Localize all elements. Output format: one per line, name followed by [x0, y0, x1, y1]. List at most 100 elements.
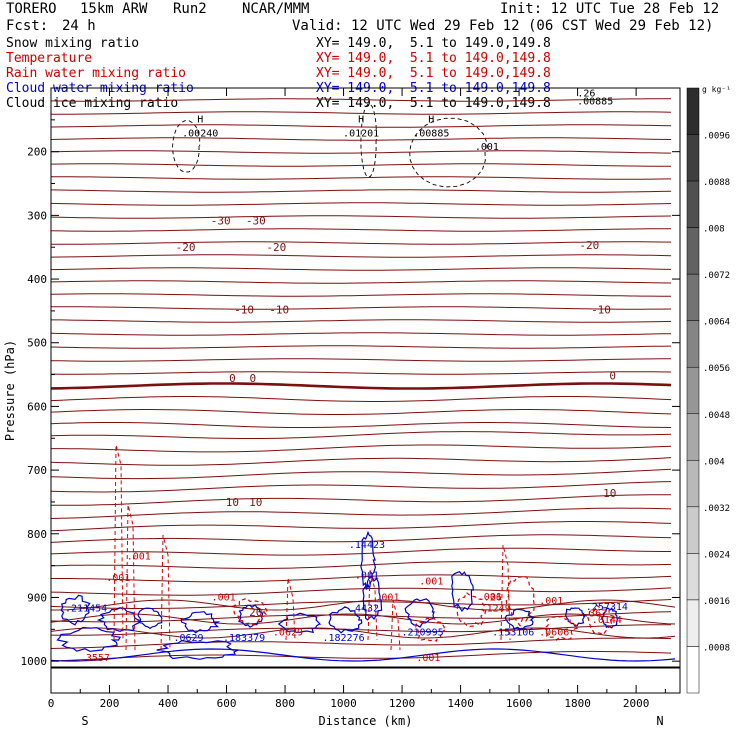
rain-contour — [542, 615, 578, 641]
rain-contour — [367, 569, 378, 641]
isotherm-line — [50, 587, 672, 596]
isotherm-line — [50, 637, 672, 649]
isotherm-line — [50, 396, 672, 402]
ice-max-marker: H — [197, 114, 203, 125]
cloud-water-label: .14423 — [349, 540, 385, 551]
colorbar-label: .0096 — [703, 132, 730, 142]
cloud-water-label: .257314 — [586, 602, 628, 613]
ice-label: .00885 — [577, 97, 613, 108]
isotherm-line — [50, 611, 672, 623]
rain-water-contours — [113, 444, 617, 651]
legend-snow: Snow mixing ratio — [6, 36, 140, 51]
temperature-label: -10 — [269, 303, 289, 316]
y-tick-label: 800 — [27, 528, 47, 541]
legend-cloud-ice-xy: XY= 149.0, 5.1 to 149.0,149.8 — [316, 96, 551, 111]
cloud-water-contours — [50, 530, 676, 662]
temperature-label: 0 — [229, 372, 236, 385]
ice-max-marker: H — [358, 114, 364, 125]
colorbar-label: .0072 — [703, 271, 730, 281]
x-tick-label: 1200 — [389, 697, 416, 710]
ice-max-value: .00885 — [413, 128, 449, 139]
rain-label: .001 — [106, 573, 130, 584]
isotherm-line — [51, 574, 672, 583]
colorbar-bin — [686, 646, 700, 694]
init-time: Init: 12 UTC Tue 28 Feb 12 — [500, 1, 720, 17]
temperature-label: 0 — [609, 370, 616, 383]
colorbar-bin — [686, 366, 700, 415]
cloud-water-contour — [50, 648, 676, 662]
rain-contour — [415, 617, 448, 642]
isotherm-line — [50, 481, 672, 493]
ice-max-value: .00240 — [182, 128, 218, 139]
isotherm-line — [50, 624, 671, 636]
isotherm-line — [50, 547, 671, 556]
cloud-water-contour — [328, 606, 363, 634]
cloud-water-contour — [600, 607, 620, 629]
isotherm-line — [50, 457, 672, 466]
isotherm-line — [50, 627, 676, 639]
temperature-label: 10 — [226, 496, 239, 509]
x-tick-label: 800 — [275, 697, 295, 710]
y-tick-label: 1000 — [21, 655, 48, 668]
rain-contour — [587, 604, 617, 636]
x-tick-label: 1000 — [330, 697, 357, 710]
cloud-water-contour — [451, 570, 475, 613]
model-resolution: 15km ARW — [80, 1, 148, 17]
colorbar-bin — [686, 553, 700, 601]
cloud-water-label: .182276 — [322, 633, 364, 644]
colorbar-label: .0088 — [703, 178, 730, 188]
rain-contour — [500, 544, 511, 641]
colorbar-label: .0048 — [703, 411, 730, 421]
y-axis-label: Pressure (hPa) — [3, 340, 17, 441]
isotherm-line — [50, 332, 672, 336]
isotherm-line — [50, 267, 672, 271]
isotherm-line — [50, 382, 672, 390]
colorbar: .0096 .0088 .008 .0072 .0064 .0056 .0048 .004 .0… — [686, 85, 731, 694]
colorbar-unit: g kg⁻¹ — [702, 85, 731, 94]
isotherm-line — [50, 215, 672, 219]
isotherm-line — [50, 202, 672, 206]
forecast-label: Fcst: — [6, 18, 49, 34]
x-tick-label: 1600 — [506, 697, 533, 710]
rain-contour — [285, 577, 296, 641]
ice-label: .26 — [577, 88, 595, 99]
rain-label: .001 — [478, 592, 502, 603]
cloud-water-contour — [56, 626, 122, 652]
isotherm-line — [51, 241, 672, 245]
x-axis-label: Distance (km) — [319, 714, 413, 728]
temperature-label: 20 — [249, 606, 262, 619]
legend-rain-xy: XY= 149.0, 5.1 to 149.0,149.8 — [316, 66, 551, 81]
cloud-water-contour — [180, 611, 221, 634]
rain-contour — [390, 599, 401, 651]
colorbar-label: .0016 — [703, 597, 730, 607]
x-tick-label: 2000 — [623, 697, 650, 710]
y-tick-label: 600 — [27, 400, 47, 413]
isotherm-line — [50, 521, 672, 532]
legend-snow-xy: XY= 149.0, 5.1 to 149.0,149.8 — [316, 36, 551, 51]
endpoint-left-label: S — [81, 714, 88, 728]
isotherm-line — [50, 150, 672, 154]
isotherm-line — [51, 306, 672, 310]
rain-contour — [160, 534, 171, 651]
y-tick-label: 500 — [27, 337, 47, 350]
colorbar-bin — [686, 180, 700, 228]
colorbar-bin — [686, 506, 700, 554]
isotherm-line — [50, 650, 672, 662]
rain-label: .1249 — [481, 603, 511, 614]
cloud-water-contour — [277, 612, 322, 634]
colorbar-bin — [686, 227, 700, 275]
y-tick-label: 700 — [27, 464, 47, 477]
rain-label: .001 — [375, 593, 399, 604]
isotherm-line — [50, 494, 671, 506]
rain-label: .367 — [583, 609, 607, 620]
ice-max-value: .01201 — [343, 128, 379, 139]
cloud-water-label: .210995 — [401, 628, 443, 639]
colorbar-label: .0032 — [703, 504, 730, 514]
rain-label: .001 — [419, 577, 443, 588]
colorbar-label: .008 — [703, 225, 725, 235]
cloud-ice-contour — [409, 117, 488, 188]
cloud-water-contour — [137, 607, 163, 630]
cloud-water-label: .183379 — [223, 633, 265, 644]
isotherm-line — [50, 422, 672, 428]
cloud-water-contour — [360, 530, 377, 592]
